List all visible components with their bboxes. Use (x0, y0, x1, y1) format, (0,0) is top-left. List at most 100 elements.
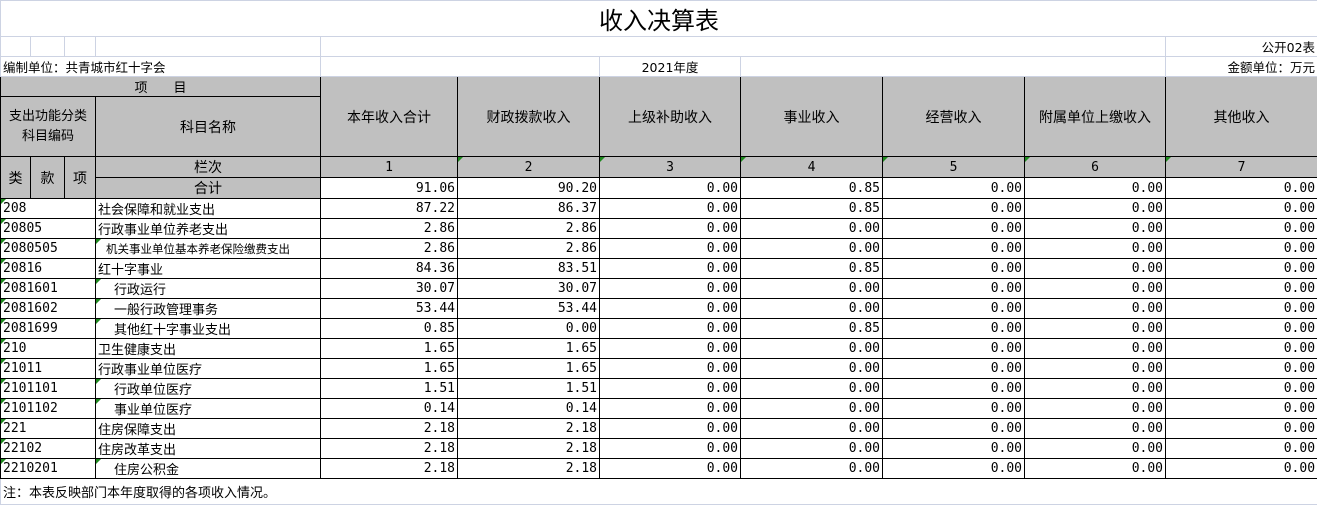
subject-code[interactable]: 2210201 (1, 459, 96, 479)
amount-cell[interactable]: 0.00 (1025, 299, 1166, 319)
amount-cell[interactable]: 0.85 (741, 199, 883, 219)
amount-cell[interactable]: 0.00 (600, 379, 741, 399)
amount-cell[interactable]: 0.00 (883, 339, 1025, 359)
amount-cell[interactable]: 0.00 (741, 279, 883, 299)
subject-name[interactable]: 行政运行 (96, 279, 321, 299)
amount-cell[interactable]: 0.14 (321, 399, 458, 419)
amount-cell[interactable]: 2.86 (458, 219, 600, 239)
subject-name[interactable]: 住房公积金 (96, 459, 321, 479)
amount-cell[interactable]: 0.00 (741, 379, 883, 399)
amount-cell[interactable]: 1.65 (321, 359, 458, 379)
subject-code[interactable]: 2101101 (1, 379, 96, 399)
amount-cell[interactable]: 1.51 (458, 379, 600, 399)
amount-cell[interactable]: 0.00 (1025, 259, 1166, 279)
amount-cell[interactable]: 1.51 (321, 379, 458, 399)
subject-name[interactable]: 事业单位医疗 (96, 399, 321, 419)
subject-code[interactable]: 221 (1, 419, 96, 439)
amount-cell[interactable]: 0.00 (883, 459, 1025, 479)
amount-cell[interactable]: 53.44 (321, 299, 458, 319)
amount-cell[interactable]: 84.36 (321, 259, 458, 279)
amount-cell[interactable]: 53.44 (458, 299, 600, 319)
amount-cell[interactable]: 0.00 (1025, 399, 1166, 419)
amount-cell[interactable]: 2.18 (458, 439, 600, 459)
cell[interactable] (1, 37, 31, 57)
amount-cell[interactable]: 0.00 (883, 199, 1025, 219)
amount-cell[interactable]: 0.00 (1166, 199, 1317, 219)
amount-cell[interactable]: 0.00 (1025, 419, 1166, 439)
amount-cell[interactable]: 1.65 (458, 339, 600, 359)
amount-cell[interactable]: 0.00 (600, 239, 741, 259)
amount-cell[interactable]: 0.00 (600, 199, 741, 219)
amount-cell[interactable]: 0.00 (1166, 299, 1317, 319)
amount-cell[interactable]: 0.00 (1166, 359, 1317, 379)
amount-cell[interactable]: 0.00 (883, 299, 1025, 319)
amount-cell[interactable]: 2.86 (321, 219, 458, 239)
amount-cell[interactable]: 0.00 (883, 379, 1025, 399)
subject-code[interactable]: 20805 (1, 219, 96, 239)
total-value[interactable]: 0.85 (741, 178, 883, 199)
total-value[interactable]: 90.20 (458, 178, 600, 199)
amount-cell[interactable]: 0.00 (741, 299, 883, 319)
subject-name[interactable]: 住房保障支出 (96, 419, 321, 439)
amount-cell[interactable]: 30.07 (458, 279, 600, 299)
subject-name[interactable]: 红十字事业 (96, 259, 321, 279)
amount-cell[interactable]: 0.00 (741, 219, 883, 239)
amount-cell[interactable]: 0.00 (883, 279, 1025, 299)
amount-cell[interactable]: 30.07 (321, 279, 458, 299)
amount-cell[interactable]: 2.18 (321, 419, 458, 439)
cell[interactable] (65, 37, 96, 57)
subject-code[interactable]: 210 (1, 339, 96, 359)
amount-cell[interactable]: 0.00 (1025, 239, 1166, 259)
amount-cell[interactable]: 0.00 (600, 279, 741, 299)
amount-cell[interactable]: 0.00 (883, 419, 1025, 439)
amount-cell[interactable]: 1.65 (321, 339, 458, 359)
amount-cell[interactable]: 0.00 (1025, 379, 1166, 399)
amount-cell[interactable]: 0.00 (883, 399, 1025, 419)
amount-cell[interactable]: 0.00 (600, 419, 741, 439)
total-value[interactable]: 0.00 (1025, 178, 1166, 199)
subject-code[interactable]: 2081601 (1, 279, 96, 299)
subject-name[interactable]: 行政事业单位养老支出 (96, 219, 321, 239)
amount-cell[interactable]: 0.00 (1166, 319, 1317, 339)
amount-cell[interactable]: 0.00 (1025, 359, 1166, 379)
amount-cell[interactable]: 0.00 (883, 239, 1025, 259)
amount-cell[interactable]: 0.00 (1025, 339, 1166, 359)
amount-cell[interactable]: 0.00 (1166, 439, 1317, 459)
amount-cell[interactable]: 0.00 (741, 439, 883, 459)
amount-cell[interactable]: 0.00 (883, 359, 1025, 379)
amount-cell[interactable]: 0.00 (600, 399, 741, 419)
amount-cell[interactable]: 0.00 (1025, 279, 1166, 299)
amount-cell[interactable]: 0.00 (1025, 319, 1166, 339)
amount-cell[interactable]: 2.18 (321, 459, 458, 479)
amount-cell[interactable]: 0.00 (1166, 239, 1317, 259)
amount-cell[interactable]: 0.85 (741, 319, 883, 339)
amount-cell[interactable]: 0.00 (1166, 279, 1317, 299)
amount-cell[interactable]: 0.00 (600, 259, 741, 279)
amount-cell[interactable]: 0.00 (741, 359, 883, 379)
amount-cell[interactable]: 0.00 (1166, 399, 1317, 419)
total-value[interactable]: 0.00 (600, 178, 741, 199)
subject-code[interactable]: 2080505 (1, 239, 96, 259)
total-value[interactable]: 91.06 (321, 178, 458, 199)
amount-cell[interactable]: 0.00 (600, 299, 741, 319)
cell[interactable] (741, 57, 1166, 77)
amount-cell[interactable]: 0.00 (883, 319, 1025, 339)
amount-cell[interactable]: 0.00 (600, 439, 741, 459)
amount-cell[interactable]: 2.18 (321, 439, 458, 459)
amount-cell[interactable]: 0.00 (1166, 379, 1317, 399)
cell[interactable] (96, 37, 321, 57)
amount-cell[interactable]: 2.18 (458, 419, 600, 439)
subject-name[interactable]: 社会保障和就业支出 (96, 199, 321, 219)
amount-cell[interactable]: 0.00 (741, 459, 883, 479)
amount-cell[interactable]: 0.00 (741, 339, 883, 359)
amount-cell[interactable]: 0.00 (741, 399, 883, 419)
amount-cell[interactable]: 0.00 (1166, 459, 1317, 479)
total-value[interactable]: 0.00 (883, 178, 1025, 199)
subject-code[interactable]: 20816 (1, 259, 96, 279)
amount-cell[interactable]: 0.00 (1025, 219, 1166, 239)
amount-cell[interactable]: 86.37 (458, 199, 600, 219)
subject-code[interactable]: 2081699 (1, 319, 96, 339)
amount-cell[interactable]: 2.86 (458, 239, 600, 259)
subject-code[interactable]: 2081602 (1, 299, 96, 319)
amount-cell[interactable]: 0.00 (1166, 419, 1317, 439)
